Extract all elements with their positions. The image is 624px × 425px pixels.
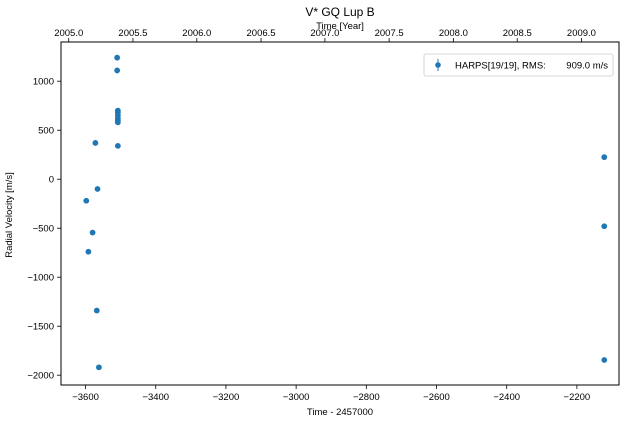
chart-title: V* GQ Lup B: [305, 5, 374, 19]
y-tick-label: −500: [33, 224, 54, 235]
legend-marker: [435, 62, 441, 68]
top-tick-label: 2005.5: [118, 28, 147, 39]
top-tick-label: 2007.5: [375, 28, 404, 39]
data-point: [114, 67, 121, 74]
legend-box: [423, 53, 614, 77]
data-point: [94, 186, 101, 192]
x-tick-label: −3200: [213, 392, 240, 403]
data-point: [601, 223, 608, 230]
x-tick-label: −3000: [283, 392, 310, 403]
top-tick-label: 2005.0: [54, 28, 83, 39]
data-point: [114, 142, 121, 149]
data-point: [83, 197, 90, 204]
x-tick-label: −2200: [564, 392, 591, 403]
y-tick-label: 1000: [33, 77, 54, 88]
top-tick-label: 2006.5: [247, 28, 276, 39]
x-tick-label: −2400: [493, 392, 520, 403]
y-tick-label: 500: [38, 126, 54, 137]
data-point: [89, 229, 96, 236]
top-tick-label: 2009.0: [567, 28, 596, 39]
y-tick-label: 0: [49, 175, 54, 186]
plot-frame: [60, 41, 620, 386]
data-point: [96, 364, 102, 371]
x-tick-label: −2800: [353, 392, 380, 403]
y-axis-label: Radial Velocity [m/s]: [4, 172, 15, 258]
top-tick-label: 2008.5: [503, 28, 532, 39]
x-axis: −3600 −3400 −3200 −3000 −2800 −2600 −2400 −2200: [72, 385, 590, 403]
top-tick-label: 2008.0: [439, 28, 468, 39]
data-point: [601, 154, 608, 161]
data-point: [601, 357, 608, 363]
top-tick-label: 2006.0: [182, 28, 211, 39]
legend-label: HARPS[19/19], RMS:: [455, 61, 546, 72]
y-tick-label: −2000: [27, 371, 54, 382]
y-tick-label: −1500: [27, 322, 54, 333]
data-point: [92, 140, 99, 146]
x-tick-label: −3400: [142, 392, 169, 403]
data-point: [114, 54, 121, 61]
data-point: [85, 248, 92, 255]
plot-area: [60, 41, 620, 386]
top-tick-label: 2007.0: [310, 28, 339, 39]
x-tick-label: −3600: [72, 392, 99, 403]
data-point: [114, 119, 121, 126]
y-axis: −2000 −1500 −1000 −500 0 500 1000: [27, 77, 61, 382]
x-tick-label: −2600: [423, 392, 450, 403]
y-tick-label: −1000: [27, 273, 54, 284]
top-axis-label: Time [Year]: [316, 21, 364, 32]
x-axis-label: Time - 2457000: [307, 407, 373, 418]
legend: HARPS[19/19], RMS: 909.0 m/s: [423, 53, 614, 77]
data-point: [93, 307, 100, 314]
data-series: [83, 54, 608, 371]
top-axis: 2005.0 2005.5 2006.0 2006.5 2007.0 2007.5 2008…: [54, 28, 596, 42]
legend-rms-value: 909.0 m/s: [566, 61, 608, 72]
